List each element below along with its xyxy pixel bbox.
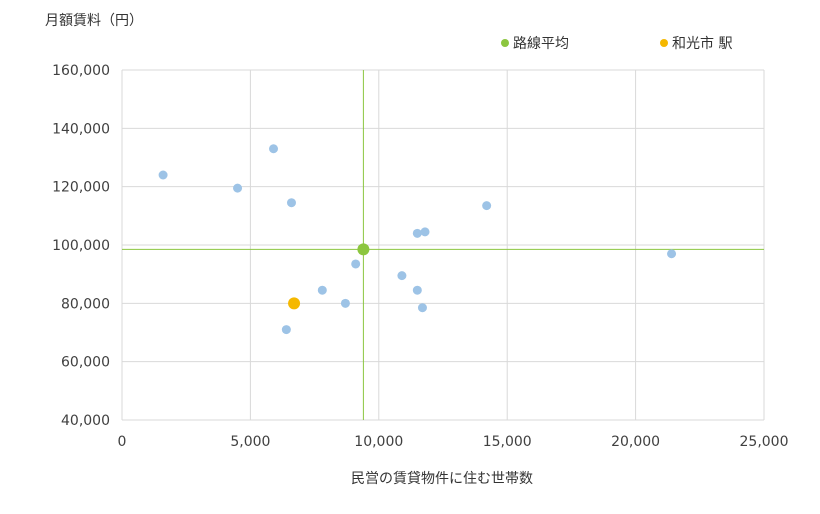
legend-label: 和光市 駅 [672,35,732,52]
data-point [158,170,168,180]
x-axis-ticks: 0 5,000 10,000 15,000 20,000 25,000 [118,434,789,450]
legend-label: 路線平均 [513,36,569,52]
data-points [158,144,677,335]
y-tick-label: 120,000 [52,180,110,196]
x-tick-label: 15,000 [483,434,532,450]
highlight-point [288,297,301,310]
x-tick-label: 10,000 [354,434,403,450]
data-point [397,271,407,281]
x-axis-label: 民営の賃貸物件に住む世帯数 [351,471,533,487]
y-axis-ticks: 40,000 60,000 80,000 100,000 120,000 140,000 1… [52,63,110,429]
grid [121,69,765,421]
legend-marker [501,39,509,47]
data-point [420,227,430,237]
y-tick-label: 100,000 [52,238,110,254]
data-point [281,325,291,335]
legend-marker [660,39,668,47]
y-tick-label: 40,000 [61,413,110,429]
x-tick-label: 5,000 [230,434,270,450]
x-tick-label: 20,000 [611,434,660,450]
data-point [482,201,492,211]
x-tick-label: 25,000 [740,434,789,450]
data-point [351,259,361,269]
data-point [286,198,296,208]
data-point [667,249,677,259]
y-axis-label: 月額賃料（円） [45,13,143,29]
y-tick-label: 60,000 [61,355,110,371]
y-tick-label: 160,000 [52,63,110,79]
data-point [417,303,427,313]
y-tick-label: 140,000 [52,121,110,137]
data-point [317,285,327,295]
data-point [340,298,350,308]
highlight-point [357,243,370,256]
data-point [269,144,279,154]
legend: 路線平均 和光市 駅 [501,35,732,52]
data-point [412,228,422,238]
data-point [412,285,422,295]
y-tick-label: 80,000 [61,296,110,312]
data-point [233,183,243,193]
x-tick-label: 0 [118,434,127,450]
